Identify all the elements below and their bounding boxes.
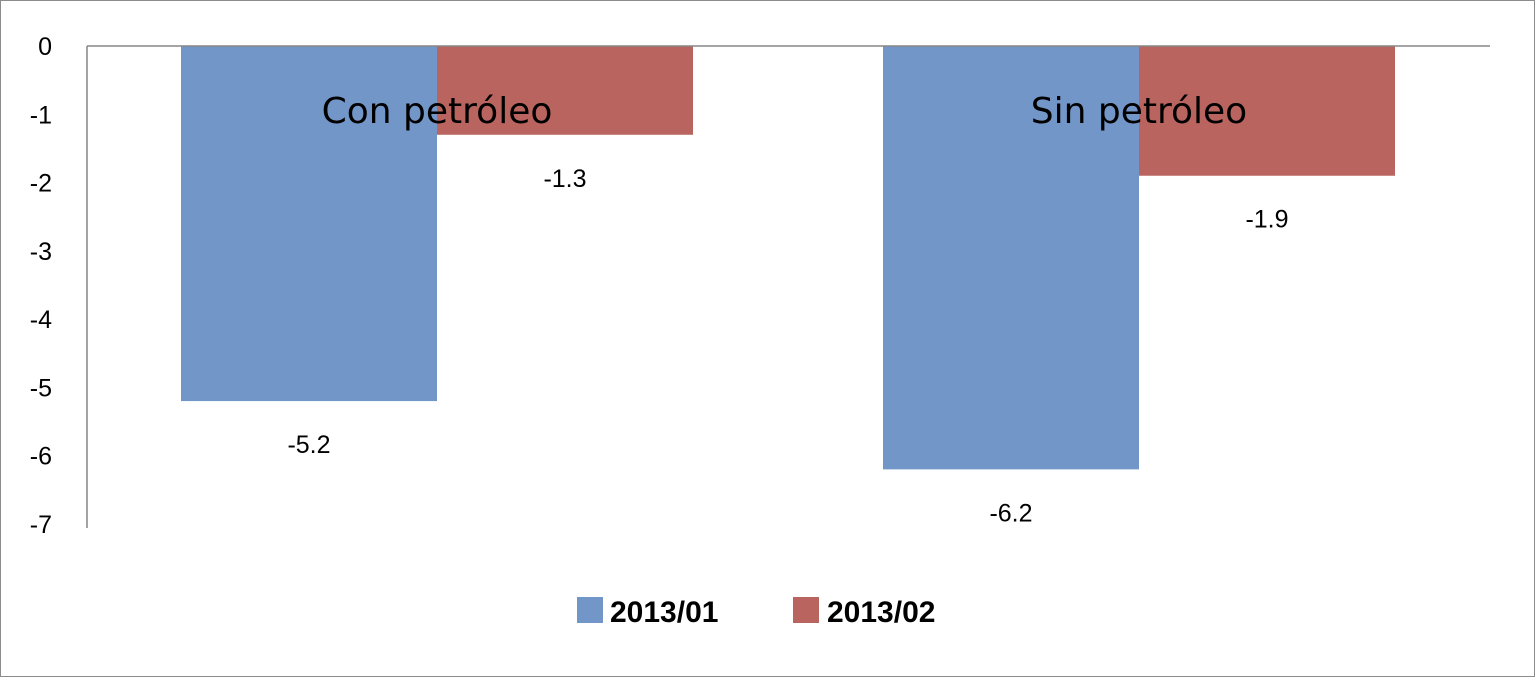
y-tick-label: -4 <box>30 306 52 334</box>
legend-label: 2013/02 <box>827 596 935 629</box>
y-tick-labels: 0 -1 -2 -3 -4 -5 -6 -7 <box>30 33 52 539</box>
legend-label: 2013/01 <box>610 596 718 629</box>
data-label: -1.3 <box>543 165 586 193</box>
data-label: -1.9 <box>1245 206 1288 234</box>
y-tick-label: -5 <box>30 374 52 402</box>
data-label: -6.2 <box>989 499 1032 527</box>
legend-swatch <box>577 597 603 623</box>
bar-2013/01-Con petróleo <box>181 46 437 402</box>
y-tick-label: -7 <box>30 511 52 539</box>
axes-group <box>86 45 1490 528</box>
y-tick-label: -6 <box>30 443 52 471</box>
bar-2013/01-Sin petróleo <box>883 46 1139 470</box>
category-labels: Con petróleo Sin petróleo <box>322 91 1248 132</box>
category-label: Sin petróleo <box>1031 91 1247 132</box>
data-label: -5.2 <box>287 431 330 459</box>
y-tick-label: -2 <box>30 170 52 198</box>
bars-group <box>181 46 1395 470</box>
bar-2013/02-Sin petróleo <box>1139 46 1395 176</box>
data-labels: -5.2 -6.2 -1.3 -1.9 <box>287 165 1288 528</box>
bar-2013/02-Con petróleo <box>437 46 693 135</box>
y-tick-label: -1 <box>30 101 52 129</box>
category-label: Con petróleo <box>322 91 553 132</box>
legend-swatch <box>793 597 819 623</box>
legend: 2013/01 2013/02 <box>577 596 935 629</box>
y-tick-label: -3 <box>30 238 52 266</box>
y-tick-label: 0 <box>38 33 52 61</box>
